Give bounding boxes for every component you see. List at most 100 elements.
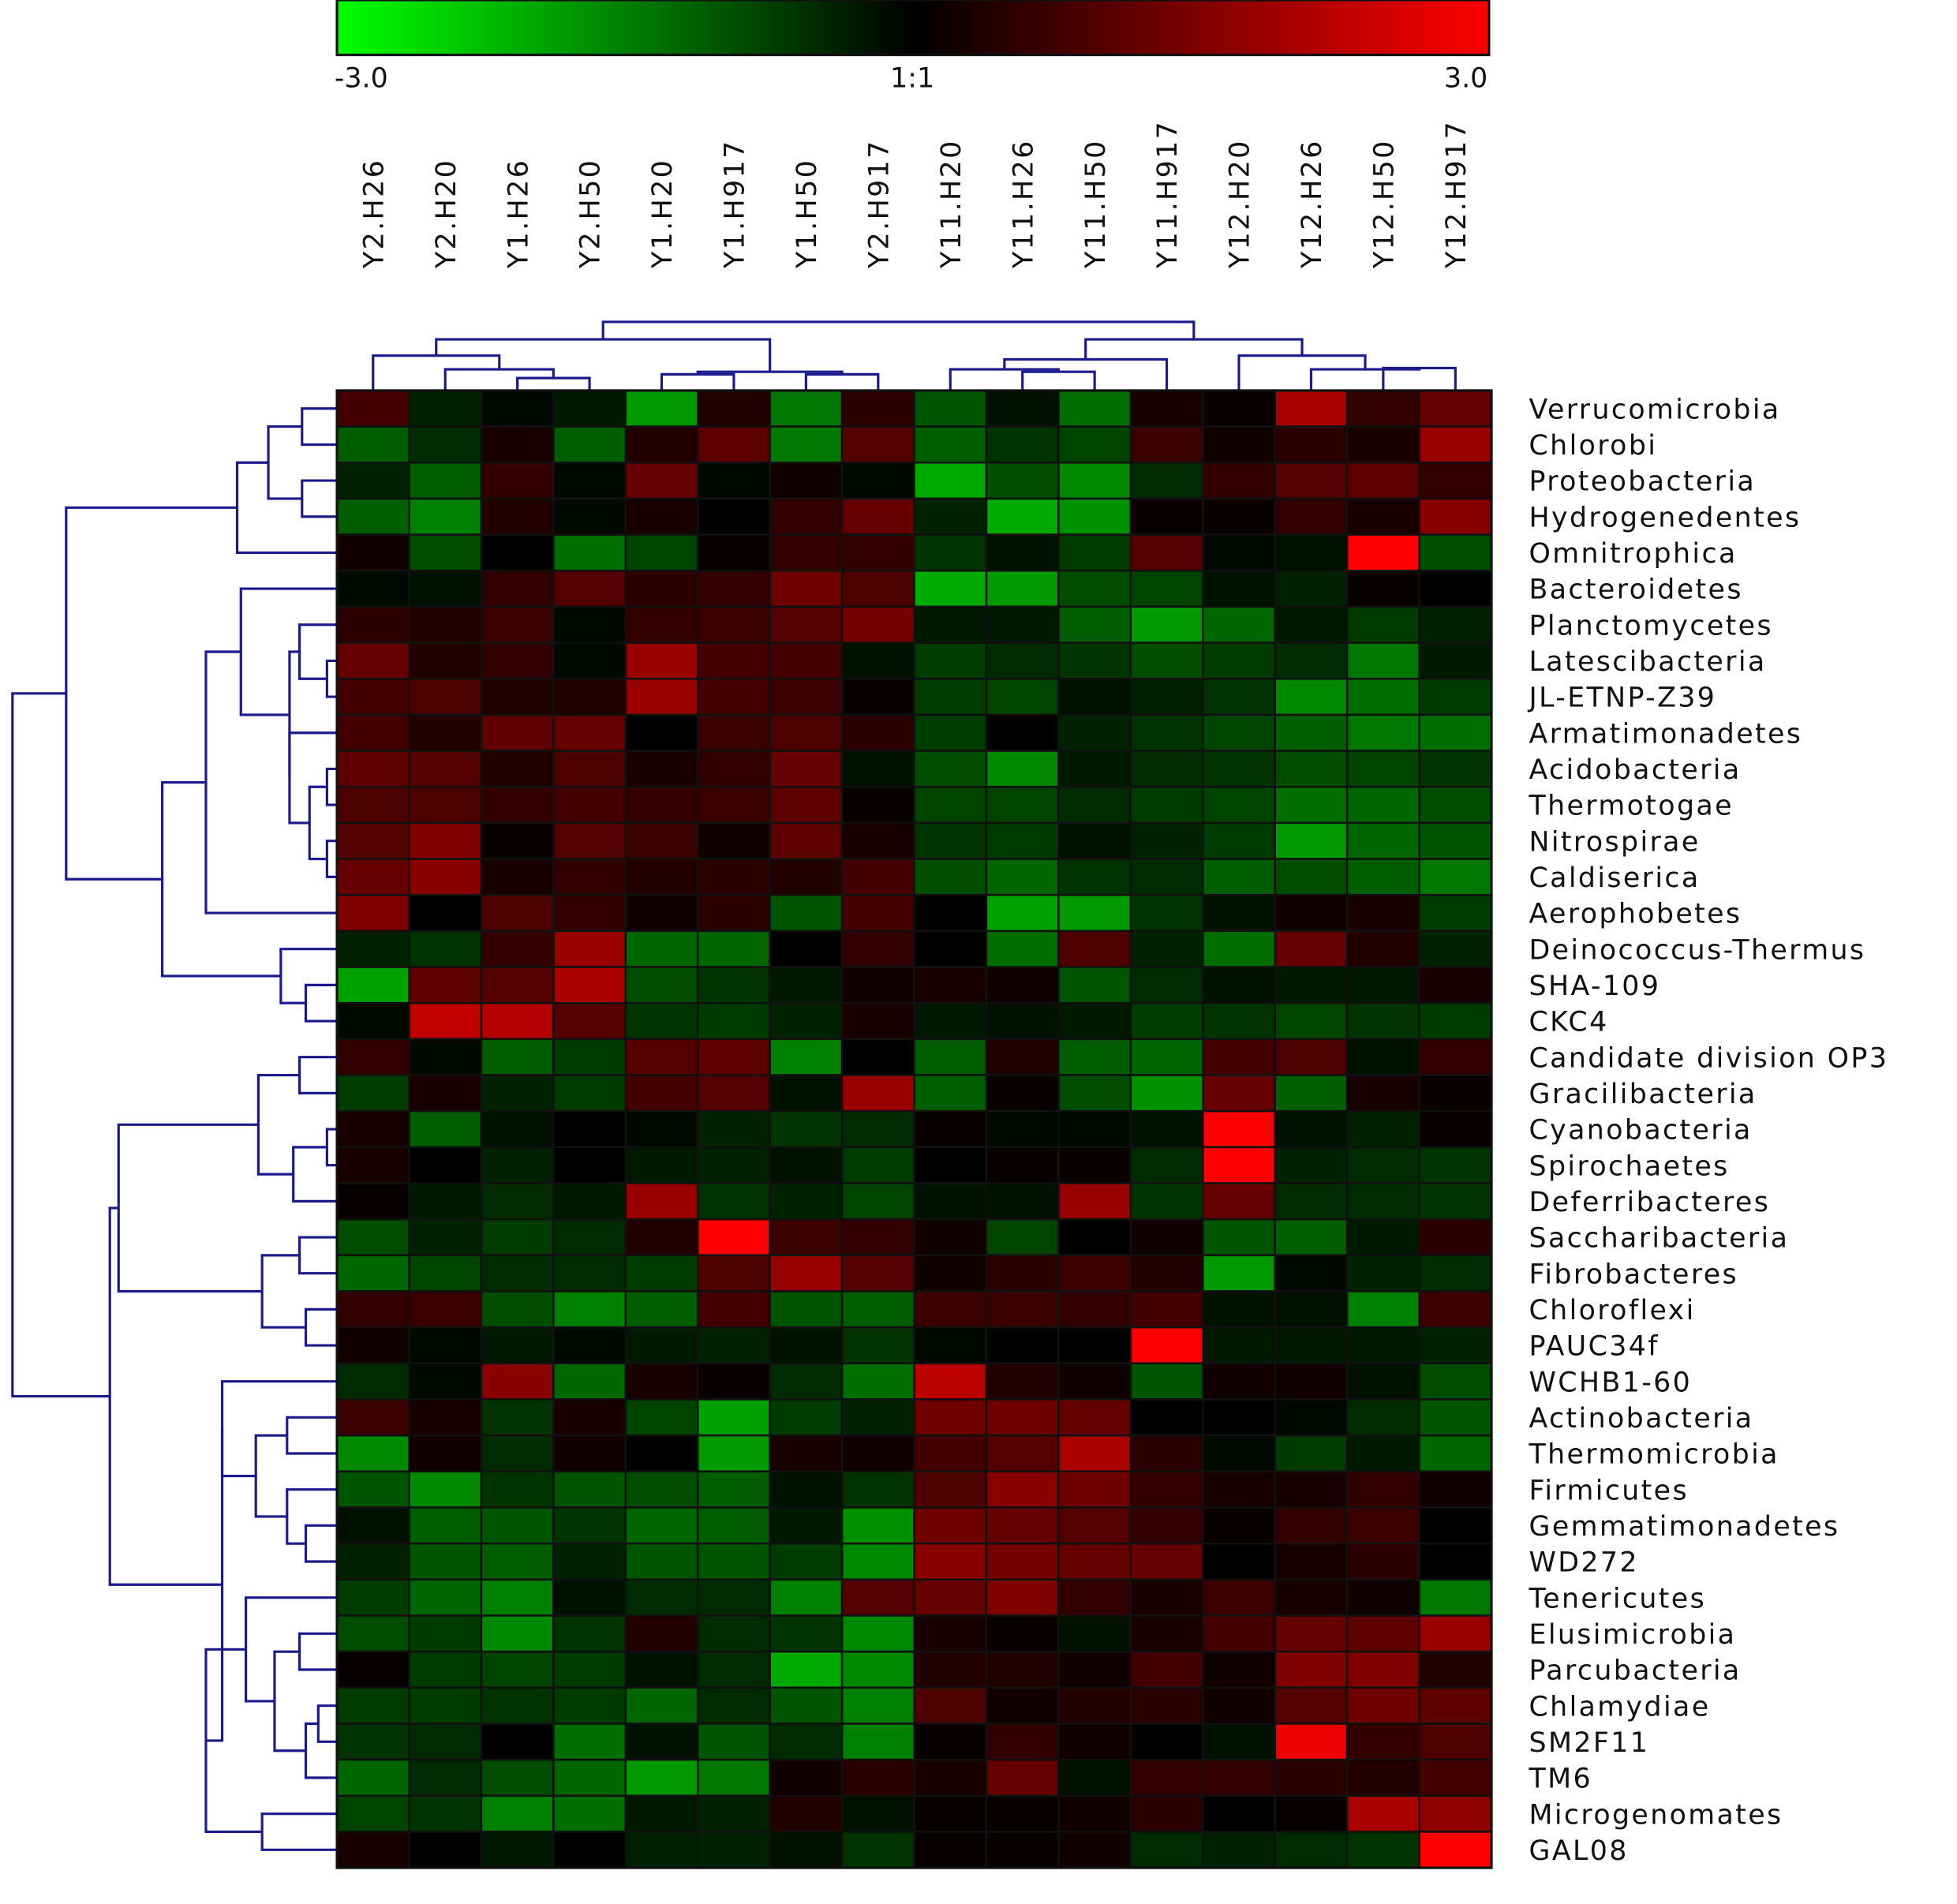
heatmap-cell: [1129, 1614, 1204, 1653]
heatmap-cell: [1418, 1398, 1493, 1437]
heatmap-cell: [1345, 569, 1420, 608]
heatmap-cell: [769, 1254, 844, 1292]
heatmap-cell: [840, 750, 915, 788]
heatmap-cell: [985, 1362, 1060, 1401]
heatmap-cell: [552, 1326, 627, 1365]
heatmap-cell: [335, 1001, 410, 1041]
heatmap-cell: [840, 1578, 915, 1617]
heatmap-cell: [624, 605, 699, 644]
heatmap-cell: [1057, 1506, 1132, 1545]
heatmap-cell: [769, 1831, 844, 1869]
heatmap-cell: [1418, 1470, 1493, 1509]
heatmap-cell: [769, 713, 844, 752]
heatmap-cell: [624, 425, 699, 464]
heatmap-cell: [480, 821, 555, 860]
heatmap-cell: [985, 713, 1060, 752]
heatmap-cell: [480, 1578, 555, 1617]
heatmap-cell: [913, 1038, 988, 1076]
heatmap-cell: [335, 1614, 410, 1653]
heatmap-cell: [913, 677, 988, 716]
heatmap-cell: [913, 966, 988, 1004]
heatmap-cell: [985, 1506, 1060, 1545]
heatmap-cell: [624, 1254, 699, 1292]
heatmap-cell: [1202, 1831, 1277, 1869]
dendrogram-branch: [117, 1123, 263, 1293]
heatmap-cell: [696, 1146, 771, 1184]
heatmap-cell: [335, 1650, 410, 1689]
heatmap-cell: [840, 1723, 915, 1761]
heatmap-cell: [335, 1794, 410, 1833]
heatmap-cell: [1418, 1362, 1493, 1401]
heatmap-cell: [1129, 1038, 1204, 1076]
heatmap-cell: [1274, 605, 1349, 644]
heatmap-cell: [480, 1650, 555, 1689]
heatmap-cell: [335, 858, 410, 896]
heatmap-cell: [1274, 1290, 1349, 1329]
column-labels: Y2.H26 Y2.H20 Y1.H26 Y2.H50 Y1.H20 Y1.H917 Y1.…: [358, 120, 1472, 269]
heatmap-cell: [1129, 1506, 1204, 1545]
heatmap-cell: [1129, 1723, 1204, 1761]
row-label: Elusimicrobia: [1529, 1619, 1737, 1651]
heatmap-cell: [913, 497, 988, 536]
heatmap-cell: [1345, 1109, 1420, 1149]
heatmap-cell: [696, 821, 771, 860]
heatmap-cell: [1057, 1470, 1132, 1509]
heatmap-cell: [480, 461, 555, 500]
heatmap-cell: [552, 1758, 627, 1797]
heatmap-cell: [1274, 785, 1349, 825]
heatmap-cell: [1274, 1146, 1349, 1184]
heatmap-cell: [480, 930, 555, 968]
dendrogram-branch: [325, 1128, 338, 1167]
heatmap-cell: [769, 1290, 844, 1329]
heatmap-cell: [1418, 1001, 1493, 1041]
heatmap-cell: [913, 1470, 988, 1509]
heatmap-cell: [1202, 1723, 1277, 1761]
heatmap-cell: [552, 1470, 627, 1509]
heatmap-cell: [1345, 893, 1420, 933]
heatmap-cell: [985, 1686, 1060, 1725]
heatmap-cell: [408, 785, 483, 825]
heatmap-cell: [696, 533, 771, 572]
heatmap-cell: [696, 785, 771, 825]
heatmap-cell: [624, 1470, 699, 1509]
heatmap-cell: [985, 1831, 1060, 1869]
dendrogram-branch: [516, 376, 591, 391]
row-label: Actinobacteria: [1529, 1403, 1754, 1435]
heatmap-cell: [480, 750, 555, 788]
heatmap-cell: [480, 1506, 555, 1545]
heatmap-cell: [1057, 1614, 1132, 1653]
heatmap-cell: [624, 1723, 699, 1761]
heatmap-cell: [1202, 1506, 1277, 1545]
heatmap-cell: [769, 893, 844, 933]
heatmap-cell: [840, 461, 915, 500]
heatmap-cell: [552, 1686, 627, 1725]
heatmap-cell: [552, 893, 627, 933]
heatmap-cell: [480, 497, 555, 536]
heatmap-cell: [840, 1614, 915, 1653]
heatmap-cell: [1129, 1578, 1204, 1617]
heatmap-cell: [480, 1723, 555, 1761]
heatmap-cell: [1202, 930, 1277, 968]
heatmap-cell: [1129, 1398, 1204, 1437]
heatmap-cell: [335, 569, 410, 608]
heatmap-cell: [840, 1074, 915, 1113]
heatmap-cell: [408, 389, 483, 428]
heatmap-cell: [335, 1723, 410, 1761]
heatmap-cell: [1345, 1578, 1420, 1617]
heatmap-cell: [696, 1723, 771, 1761]
dendrogram-branch: [301, 479, 338, 518]
heatmap-cell: [1345, 642, 1420, 680]
row-label: Bacteroidetes: [1529, 574, 1743, 606]
row-label: GAL08: [1529, 1835, 1629, 1867]
heatmap-cell: [769, 1723, 844, 1761]
heatmap-cell: [769, 1434, 844, 1473]
heatmap-cell: [480, 1434, 555, 1473]
row-label: Parcubacteria: [1529, 1655, 1742, 1687]
heatmap-cell: [1345, 1182, 1420, 1221]
heatmap-cell: [696, 642, 771, 680]
dendrogram-branch: [65, 506, 238, 881]
heatmap-cell: [1057, 1434, 1132, 1473]
heatmap-cell: [552, 1650, 627, 1689]
heatmap-cell: [624, 1182, 699, 1221]
heatmap-cell: [769, 677, 844, 716]
